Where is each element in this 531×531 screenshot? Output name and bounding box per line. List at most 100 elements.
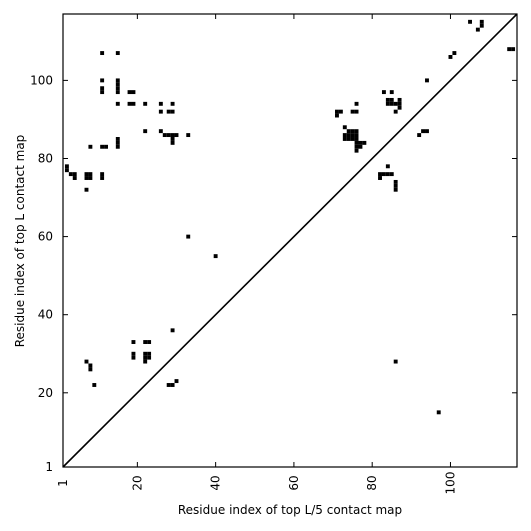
contact-point <box>72 172 77 177</box>
contact-point <box>378 172 382 177</box>
contact-point <box>131 351 136 356</box>
contact-point <box>436 410 441 415</box>
contact-point <box>88 367 93 372</box>
contact-point <box>68 172 73 177</box>
contact-point <box>158 109 163 114</box>
contact-point <box>354 109 359 114</box>
contact-point <box>468 19 472 24</box>
contact-point <box>186 234 191 239</box>
contact-point <box>393 183 398 188</box>
contact-point <box>362 140 367 145</box>
contact-point <box>115 144 120 149</box>
contact-point <box>84 172 89 177</box>
contact-point <box>115 90 120 95</box>
contact-point <box>385 172 390 177</box>
contact-point <box>100 144 105 149</box>
contact-point <box>170 140 175 145</box>
contact-point <box>147 351 152 356</box>
contact-point <box>100 172 105 177</box>
contact-point <box>354 101 359 106</box>
contact-point <box>358 144 363 149</box>
contact-point <box>378 176 382 180</box>
contact-point <box>84 359 89 364</box>
contact-point <box>335 109 339 114</box>
contact-point <box>100 90 105 95</box>
contact-point <box>350 109 355 114</box>
diagonal-line <box>62 13 518 468</box>
contact-point <box>115 51 120 56</box>
contact-point <box>342 125 347 130</box>
contact-point <box>511 47 516 52</box>
y-tick-label: 1 <box>45 460 53 474</box>
contact-point <box>100 86 105 91</box>
contact-point <box>385 164 390 169</box>
contact-point <box>213 254 218 259</box>
contact-point <box>131 355 136 360</box>
x-tick-label: 40 <box>209 475 223 490</box>
contact-point <box>186 133 191 138</box>
contact-point <box>92 383 97 387</box>
contact-point <box>166 109 171 114</box>
contact-point <box>335 113 339 118</box>
contact-point <box>100 176 105 180</box>
x-tick-label: 60 <box>287 475 301 490</box>
x-tick-label: 20 <box>130 475 144 490</box>
x-tick-label: 100 <box>443 472 457 495</box>
contact-point <box>354 129 359 134</box>
contact-point <box>115 86 120 91</box>
contact-point <box>385 101 390 106</box>
contact-point <box>115 82 120 87</box>
contact-point <box>397 97 402 102</box>
contact-point <box>358 140 363 145</box>
contact-point <box>158 129 163 134</box>
contact-point <box>166 383 171 387</box>
contact-point <box>104 144 108 149</box>
contact-point <box>115 140 120 145</box>
contact-point <box>100 51 105 56</box>
contact-point <box>393 179 398 184</box>
contact-point <box>393 101 398 106</box>
contact-point <box>479 23 484 28</box>
contact-point <box>393 109 398 114</box>
contact-point <box>342 137 347 141</box>
contact-point <box>381 172 386 177</box>
contact-point <box>143 355 148 360</box>
x-tick-label: 1 <box>56 479 70 487</box>
contact-point <box>88 363 93 368</box>
contact-point <box>479 19 484 24</box>
contact-point <box>88 144 93 149</box>
contact-point <box>174 379 179 384</box>
contact-point <box>100 78 105 83</box>
contact-point <box>425 129 429 134</box>
contact-point <box>131 101 136 106</box>
contact-point <box>143 359 148 364</box>
contact-point <box>88 172 93 177</box>
plot-frame <box>62 13 518 468</box>
contact-point <box>389 172 394 177</box>
contact-point <box>170 137 175 141</box>
contact-point <box>389 90 394 95</box>
contact-point <box>170 383 175 387</box>
contact-points <box>64 19 516 415</box>
contact-point <box>346 133 351 138</box>
contact-point <box>397 101 402 106</box>
contact-point <box>131 90 136 95</box>
contact-point <box>393 187 398 192</box>
contact-point <box>354 148 359 153</box>
contact-point <box>84 187 89 192</box>
contact-point <box>421 129 426 134</box>
contact-point <box>170 109 175 114</box>
y-tick-label: 40 <box>38 308 53 322</box>
contact-point <box>448 55 453 59</box>
contact-point <box>385 97 390 102</box>
contact-point <box>166 133 171 138</box>
contact-point <box>72 176 77 180</box>
contact-point <box>115 101 120 106</box>
contact-point <box>425 78 429 83</box>
contact-point <box>354 140 359 145</box>
contact-point <box>64 168 69 173</box>
contact-point <box>346 137 351 141</box>
contact-point <box>143 351 148 356</box>
